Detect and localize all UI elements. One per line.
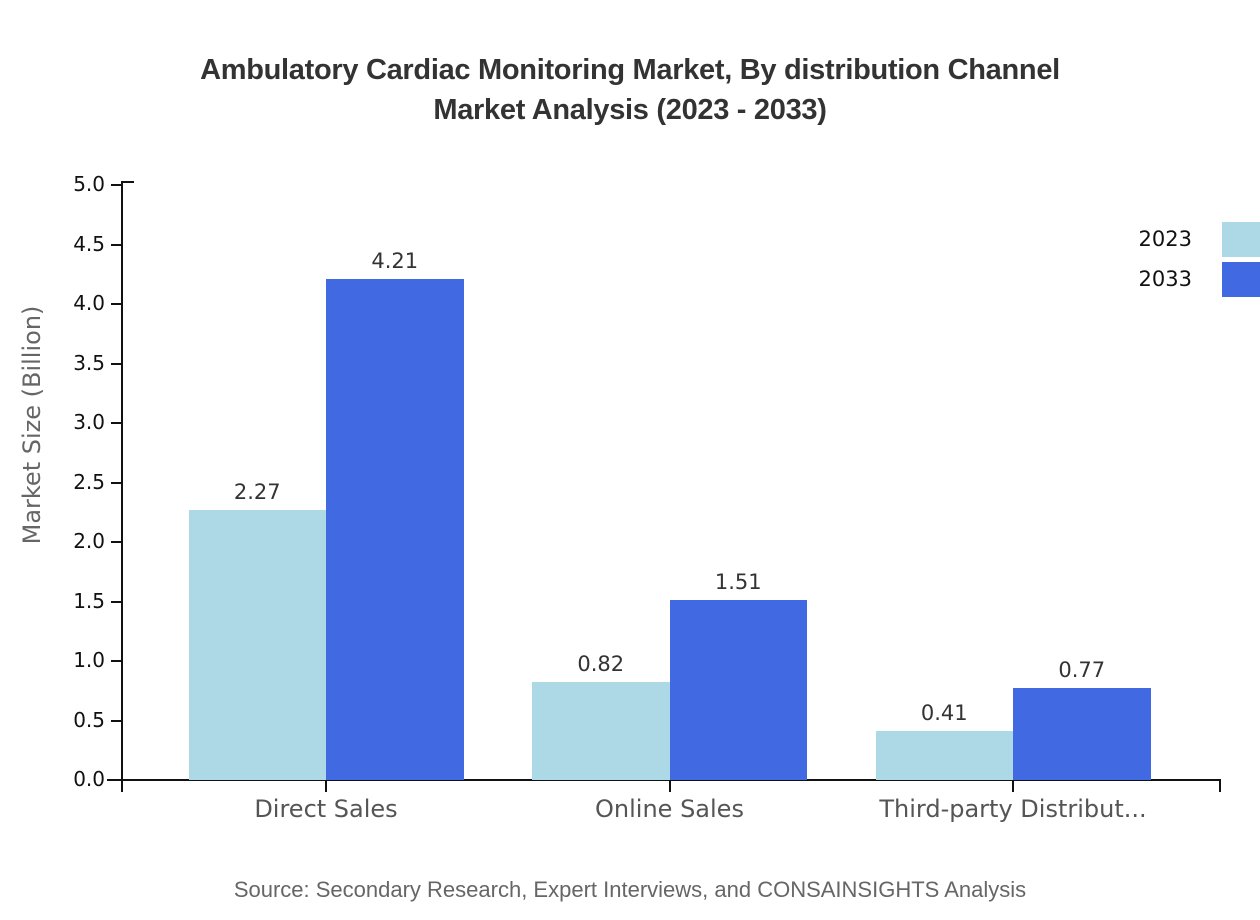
x-tick-online-sales [668, 780, 671, 792]
bar-2033-online-sales [669, 600, 807, 780]
y-tick-label-1.5: 1.5 [73, 588, 105, 613]
y-tick-2.0 [111, 541, 121, 543]
y-tick-5.0 [111, 184, 121, 186]
y-tick-label-0.0: 0.0 [73, 767, 105, 791]
category-label-direct-sales: Direct Sales [254, 795, 398, 823]
category-label-third-party-distribut: Third-party Distribut... [879, 795, 1147, 823]
y-tick-label-2.5: 2.5 [73, 469, 105, 494]
x-axis-line [107, 779, 1221, 781]
bar-value-2033-direct-sales: 4.21 [371, 249, 419, 273]
x-tick-direct-sales [325, 780, 327, 792]
x-tick-third-party-distribut [1012, 780, 1014, 792]
y-tick-2.5 [111, 481, 121, 484]
legend-item-2033: 2033 [1139, 260, 1260, 298]
bar-2033-direct-sales [326, 279, 464, 780]
legend-swatch-2033 [1222, 261, 1260, 297]
y-tick-label-1.0: 1.0 [73, 648, 105, 672]
source-note: Source: Secondary Research, Expert Inter… [233, 877, 1027, 902]
y-tick-label-4.0: 4.0 [73, 291, 105, 315]
chart-title-line2: Market Analysis (2023 - 2033) [433, 94, 827, 126]
y-tick-label-5.0: 5.0 [73, 172, 105, 196]
y-tick-label-4.5: 4.5 [73, 231, 105, 256]
y-tick-0.5 [111, 719, 121, 722]
y-tick-3.0 [111, 422, 121, 424]
y-tick-label-2.0: 2.0 [73, 529, 105, 553]
legend-label-2023: 2023 [1138, 227, 1192, 251]
legend-swatch-2023 [1222, 221, 1260, 257]
y-tick-label-3.5: 3.5 [73, 350, 105, 375]
y-tick-0.0 [111, 779, 121, 781]
y-tick-1.5 [111, 600, 121, 603]
y-tick-1.0 [111, 660, 121, 662]
bar-value-2023-online-sales: 0.82 [577, 652, 625, 677]
bar-2023-online-sales [532, 682, 670, 780]
bar-2023-direct-sales [188, 509, 326, 780]
y-axis-top-cap [121, 181, 134, 183]
y-axis-line [121, 181, 123, 792]
bar-value-2023-third-party-distribut: 0.41 [920, 701, 968, 726]
bar-value-2023-direct-sales: 2.27 [233, 479, 281, 504]
chart-title: Ambulatory Cardiac Monitoring Market, By… [0, 50, 1260, 130]
x-axis-end-cap [1219, 779, 1221, 792]
y-tick-3.5 [111, 362, 121, 365]
chart-title-line1: Ambulatory Cardiac Monitoring Market, By… [200, 54, 1060, 86]
bar-2023-third-party-distribut [875, 731, 1013, 780]
y-tick-label-3.0: 3.0 [73, 410, 105, 434]
y-tick-label-0.5: 0.5 [73, 707, 105, 732]
bar-2033-third-party-distribut [1013, 688, 1151, 780]
bar-value-2033-third-party-distribut: 0.77 [1058, 658, 1106, 683]
y-tick-4.0 [111, 303, 121, 305]
legend-item-2023: 2023 [1139, 220, 1260, 258]
y-tick-4.5 [111, 243, 121, 246]
category-label-online-sales: Online Sales [595, 795, 744, 823]
bar-value-2033-online-sales: 1.51 [714, 570, 762, 595]
legend-label-2033: 2033 [1138, 267, 1192, 291]
